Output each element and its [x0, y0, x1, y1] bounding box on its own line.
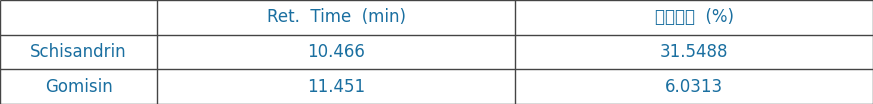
Text: Schisandrin: Schisandrin	[31, 43, 127, 61]
Text: Gomisin: Gomisin	[45, 78, 113, 96]
Text: 31.5488: 31.5488	[660, 43, 728, 61]
Text: Ret.  Time  (min): Ret. Time (min)	[266, 8, 406, 26]
Text: 10.466: 10.466	[307, 43, 365, 61]
Text: 상대함량  (%): 상대함량 (%)	[655, 8, 733, 26]
Text: 11.451: 11.451	[307, 78, 365, 96]
Text: 6.0313: 6.0313	[665, 78, 723, 96]
